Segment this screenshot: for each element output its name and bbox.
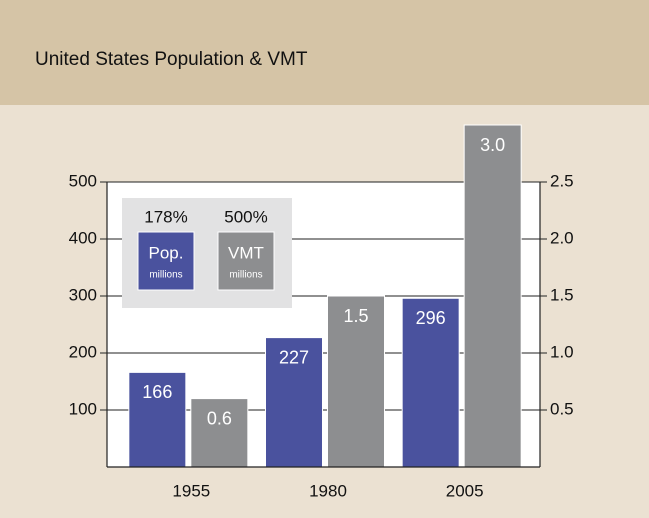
value-label: 0.6 — [207, 408, 232, 428]
bar — [190, 398, 249, 468]
y2-tick-label: 2.5 — [550, 171, 574, 190]
y2-tick-label: 0.5 — [550, 399, 574, 418]
y-tick-label: 500 — [69, 171, 97, 190]
y-tick-label: 300 — [69, 285, 97, 304]
legend-swatch — [137, 231, 195, 291]
legend-change: 178% — [144, 207, 187, 226]
bar — [463, 124, 522, 468]
y-tick-label: 200 — [69, 342, 97, 361]
y-tick-label: 400 — [69, 228, 97, 247]
y2-tick-label: 1.0 — [550, 342, 574, 361]
legend-unit: millions — [149, 270, 182, 281]
value-label: 227 — [279, 347, 309, 367]
bar — [327, 295, 385, 468]
x-tick-label: 1955 — [172, 481, 210, 500]
value-label: 166 — [142, 382, 172, 402]
x-tick-label: 1980 — [309, 481, 347, 500]
y2-tick-label: 1.5 — [550, 285, 574, 304]
legend-change: 500% — [224, 207, 267, 226]
y2-tick-label: 2.0 — [550, 228, 574, 247]
bar — [401, 297, 460, 468]
x-tick-label: 2005 — [446, 481, 484, 500]
legend-unit: millions — [229, 270, 262, 281]
value-label: 296 — [416, 308, 446, 328]
header — [0, 0, 649, 105]
y-tick-label: 100 — [69, 399, 97, 418]
chart-title: United States Population & VMT — [35, 49, 308, 70]
value-label: 1.5 — [343, 306, 368, 326]
legend-label: VMT — [228, 243, 264, 262]
legend-swatch — [217, 231, 275, 291]
legend-label: Pop. — [149, 243, 184, 262]
value-label: 3.0 — [480, 135, 505, 155]
bar — [265, 337, 323, 468]
bar — [128, 371, 187, 468]
